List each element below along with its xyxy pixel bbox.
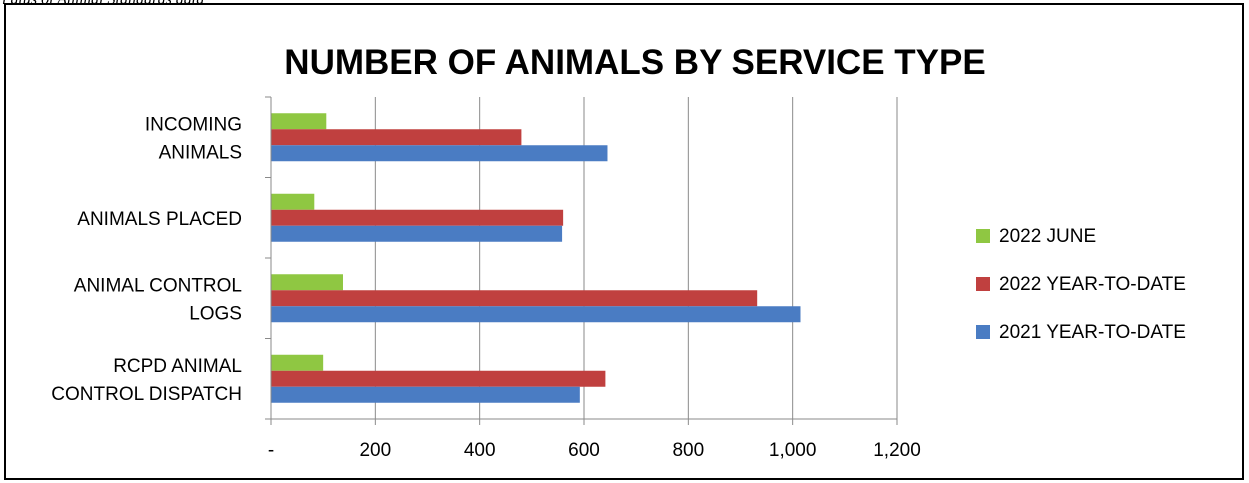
category-label: LOGS: [189, 303, 242, 324]
category-label: INCOMING: [145, 114, 242, 135]
bar: [271, 113, 327, 130]
bar: [271, 209, 564, 226]
x-tick-label: 200: [359, 440, 391, 461]
x-tick-label: -: [268, 440, 274, 461]
legend-label: 2022 JUNE: [999, 226, 1096, 247]
x-tick-label: 600: [568, 440, 600, 461]
category-label: RCPD ANIMAL: [113, 356, 242, 377]
bar: [271, 306, 801, 323]
category-label: ANIMALS: [159, 142, 242, 163]
legend-swatch: [976, 277, 990, 291]
bar: [271, 370, 606, 387]
category-label: CONTROL DISPATCH: [51, 384, 242, 405]
bar: [271, 354, 324, 371]
x-tick-label: 400: [464, 440, 496, 461]
bar: [271, 225, 563, 242]
bar: [271, 193, 315, 210]
chart-title: NUMBER OF ANIMALS BY SERVICE TYPE: [284, 43, 985, 82]
legend-label: 2022 YEAR-TO-DATE: [999, 274, 1186, 295]
category-label: ANIMALS PLACED: [77, 209, 242, 230]
x-tick-label: 1,000: [769, 440, 817, 461]
bar: [271, 290, 758, 307]
bar: [271, 386, 580, 403]
bar: [271, 274, 343, 291]
x-tick-label: 800: [672, 440, 704, 461]
legend-swatch: [976, 229, 990, 243]
x-tick-label: 1,200: [873, 440, 921, 461]
bar-chart: NUMBER OF ANIMALS BY SERVICE TYPE - 200 400…: [51, 43, 1186, 461]
legend-swatch: [976, 325, 990, 339]
bar: [271, 145, 608, 162]
legend-label: 2021 YEAR-TO-DATE: [999, 322, 1186, 343]
category-label: ANIMAL CONTROL: [74, 275, 242, 296]
chart-frame: NUMBER OF ANIMALS BY SERVICE TYPE - 200 400…: [4, 3, 1244, 480]
bar: [271, 129, 522, 146]
